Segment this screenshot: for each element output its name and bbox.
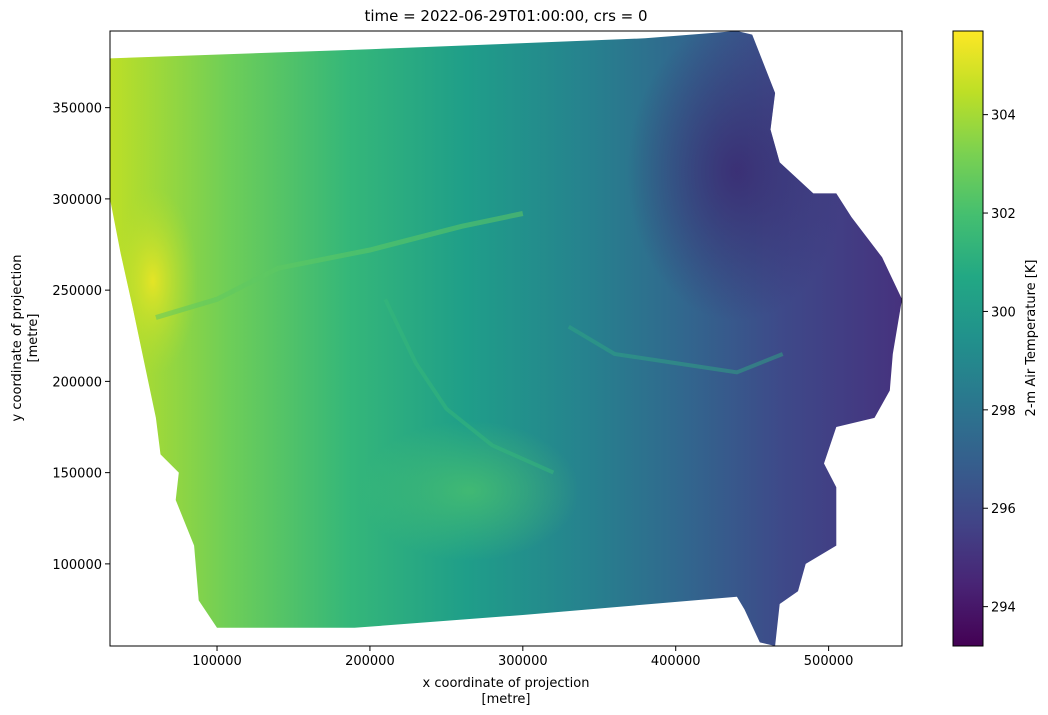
colorbar: 294 296 298 300 302 304 (952, 30, 1016, 647)
colorbar-tick-label: 294 (991, 601, 1016, 616)
colorbar-gradient (952, 30, 984, 647)
colorbar-tick-label: 300 (991, 305, 1016, 320)
colorbar-tick-label: 298 (991, 404, 1016, 419)
western-hot-region (110, 186, 198, 377)
y-axis-label-unit: [metre] (26, 314, 41, 363)
temperature-field (110, 31, 902, 646)
river-valley-highlight (155, 211, 524, 320)
river-valley-highlight (383, 298, 555, 475)
x-axis-label: x coordinate of projection (423, 676, 590, 691)
x-axis-label-unit: [metre] (482, 692, 531, 707)
x-axis-ticks: 100000 200000 300000 400000 500000 (192, 646, 853, 669)
x-tick-label: 100000 (192, 654, 242, 669)
colorbar-label: 2-m Air Temperature [K] (1024, 260, 1039, 417)
plot-area: 100000 200000 300000 400000 500000 100000 150… (52, 30, 903, 669)
y-tick-label: 200000 (52, 375, 102, 390)
x-tick-label: 300000 (498, 654, 548, 669)
central-warm-region (359, 420, 580, 561)
y-axis-label: y coordinate of projection (10, 255, 25, 422)
y-tick-label: 150000 (52, 467, 102, 482)
river-valley-highlight (567, 324, 784, 375)
x-tick-label: 500000 (804, 654, 854, 669)
northeast-cold-region (626, 31, 847, 322)
x-tick-label: 400000 (651, 654, 701, 669)
chart-title: time = 2022-06-29T01:00:00, crs = 0 (364, 7, 647, 25)
y-tick-label: 100000 (52, 558, 102, 573)
y-tick-label: 250000 (52, 284, 102, 299)
y-tick-label: 300000 (52, 193, 102, 208)
y-tick-label: 350000 (52, 102, 102, 117)
x-tick-label: 200000 (345, 654, 395, 669)
plot-frame (109, 30, 903, 647)
colorbar-ticks: 294 296 298 300 302 304 (983, 109, 1016, 616)
colorbar-tick-label: 296 (991, 502, 1016, 517)
colorbar-tick-label: 304 (991, 109, 1016, 124)
y-axis-ticks: 100000 150000 200000 250000 300000 350000 (52, 102, 110, 573)
colorbar-tick-label: 302 (991, 207, 1016, 222)
